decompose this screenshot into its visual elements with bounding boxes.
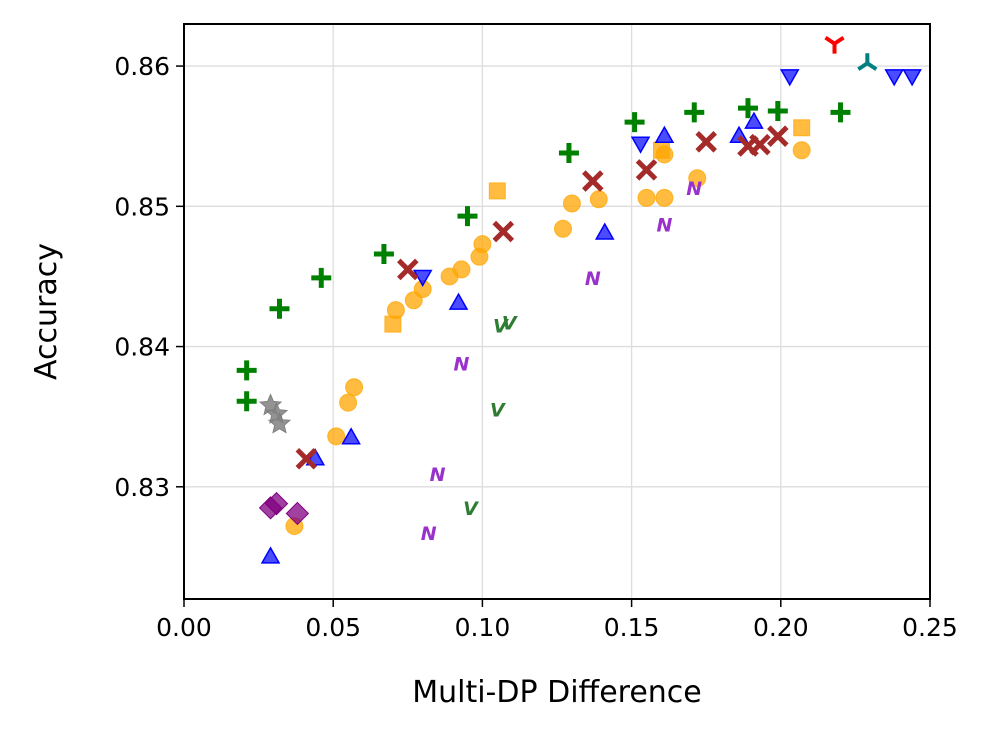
point-orange-circle	[452, 260, 471, 279]
point-orange-circle	[792, 141, 811, 160]
x-tick-label: 0.15	[604, 613, 660, 642]
point-orange-square	[384, 315, 402, 333]
point-purple-n: N	[585, 268, 601, 290]
point-orange-circle	[655, 188, 674, 207]
point-orange-square	[652, 141, 670, 159]
point-blue-triangle-up	[448, 292, 469, 310]
point-purple-n: N	[430, 464, 446, 486]
x-axis-label: Multi-DP Difference	[412, 675, 702, 710]
point-blue-triangle-down	[884, 69, 904, 87]
y-tick-label: 0.83	[114, 473, 170, 502]
point-green-plus	[737, 98, 758, 119]
point-blue-triangle-down	[630, 136, 651, 154]
point-green-plus	[311, 267, 332, 288]
point-green-plus	[269, 298, 290, 319]
point-purple-diamond	[285, 501, 310, 526]
point-purple-n: N	[454, 353, 470, 375]
point-blue-triangle-down	[779, 69, 800, 87]
point-orange-circle	[339, 393, 358, 412]
y-tick-label: 0.84	[114, 333, 170, 362]
point-orange-circle	[637, 188, 656, 207]
point-blue-triangle-up	[654, 125, 675, 143]
point-orange-circle	[345, 378, 364, 397]
x-tick-label: 0.10	[455, 613, 511, 642]
point-brown-x	[749, 133, 771, 156]
point-blue-triangle-down	[902, 69, 922, 87]
point-teal-tri-up	[857, 53, 878, 71]
point-brown-x	[295, 447, 318, 470]
y-axis-label: Accuracy	[29, 243, 64, 380]
point-green-plus	[373, 244, 394, 264]
point-purple-n: N	[656, 215, 672, 237]
point-orange-circle	[553, 219, 572, 238]
point-blue-triangle-up	[744, 111, 764, 129]
point-purple-diamond	[264, 491, 289, 516]
point-green-v: V	[502, 313, 518, 335]
point-brown-x	[582, 170, 604, 192]
y-tick-label: 0.85	[114, 192, 170, 221]
point-purple-n: N	[421, 523, 437, 545]
point-green-plus	[624, 112, 645, 133]
plot-frame	[183, 23, 931, 600]
point-green-plus	[767, 100, 788, 121]
point-brown-x	[635, 159, 658, 181]
point-orange-circle	[327, 427, 346, 446]
point-green-v: V	[493, 316, 509, 338]
point-green-v: V	[490, 400, 506, 422]
point-brown-x	[397, 258, 419, 281]
point-red-tri-down	[824, 35, 845, 54]
x-tick-label: 0.00	[156, 613, 212, 642]
point-orange-square	[793, 119, 811, 137]
x-tick-label: 0.25	[902, 613, 958, 642]
point-brown-x	[492, 220, 515, 243]
point-orange-circle	[589, 190, 608, 209]
point-green-plus	[684, 102, 705, 123]
point-green-plus	[236, 360, 257, 381]
point-green-plus	[830, 102, 851, 123]
x-tick-label: 0.05	[305, 613, 361, 642]
point-blue-triangle-up	[341, 427, 361, 445]
y-tick-label: 0.86	[114, 52, 170, 81]
point-brown-x	[695, 131, 717, 153]
point-gray-star	[267, 411, 292, 434]
point-purple-n: N	[686, 178, 702, 200]
x-tick-label: 0.20	[753, 613, 809, 642]
point-brown-x	[767, 125, 789, 147]
axes: 0.00 0.05 0.10 0.15 0.20 0.25 0.83 0.84 0.85 0.86	[114, 52, 958, 642]
point-green-plus	[457, 206, 478, 227]
point-orange-square	[488, 182, 506, 200]
point-blue-triangle-down	[412, 269, 433, 287]
point-blue-triangle-up	[594, 222, 615, 240]
point-blue-triangle-up	[260, 546, 281, 564]
point-green-plus	[558, 143, 579, 164]
point-green-v: V	[463, 498, 479, 520]
point-orange-circle	[473, 235, 492, 254]
point-green-plus	[236, 391, 257, 412]
point-orange-circle	[562, 194, 581, 213]
point-orange-circle	[688, 169, 707, 188]
